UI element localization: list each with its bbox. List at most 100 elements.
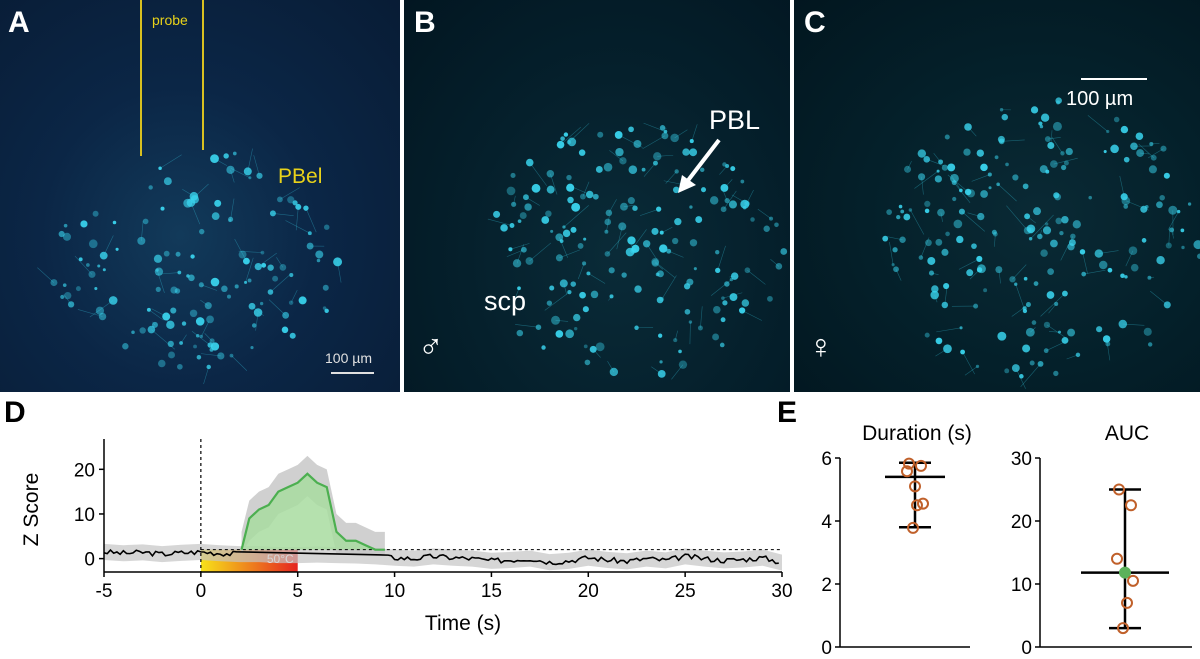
- neuron-cell: [541, 345, 546, 350]
- neuron-fiber: [141, 220, 144, 241]
- neuron-cell: [560, 136, 565, 141]
- neuron-cell: [1102, 335, 1111, 343]
- neuron-fiber: [651, 366, 662, 375]
- neuron-cell: [724, 281, 730, 287]
- neuron-cell: [1054, 301, 1059, 306]
- neuron-fiber: [525, 196, 540, 206]
- neuron-fiber: [1098, 250, 1119, 254]
- neuron-fiber: [200, 299, 209, 306]
- neuron-cell: [994, 155, 999, 160]
- data-point: [909, 480, 921, 493]
- neuron-cell: [1011, 364, 1020, 372]
- neuron-cell: [316, 258, 321, 263]
- neuron-fiber: [933, 152, 941, 163]
- neuron-cell: [566, 174, 572, 181]
- neuron-cell: [1042, 226, 1052, 235]
- neuron-cell: [139, 327, 146, 334]
- neuron-cell: [512, 259, 522, 268]
- neuron-cell: [1149, 141, 1154, 146]
- neuron-fiber: [251, 306, 265, 317]
- neuron-cell: [892, 247, 898, 253]
- neuron-cell: [247, 278, 252, 283]
- neuron-cell: [1123, 156, 1130, 163]
- neuron-fiber: [285, 220, 310, 234]
- neuron-cell: [924, 200, 931, 208]
- neuron-cell: [659, 230, 664, 235]
- neuron-cell: [228, 216, 234, 222]
- neuron-cell: [597, 131, 604, 138]
- neuron-cell: [697, 325, 703, 331]
- neuron-fiber: [1167, 211, 1179, 231]
- neuron-cell: [1009, 276, 1016, 283]
- neuron-cell: [531, 183, 541, 193]
- neuron-cell: [1045, 169, 1050, 174]
- neuron-cell: [210, 277, 220, 287]
- neuron-fiber: [1046, 324, 1066, 338]
- neuron-fiber: [616, 226, 623, 250]
- neuron-fiber: [934, 294, 938, 303]
- neuron-fiber: [175, 290, 178, 293]
- neuron-cell: [1037, 233, 1043, 240]
- neuron-cell: [988, 186, 992, 190]
- neuron-fiber: [997, 184, 1017, 202]
- neuron-cell: [603, 162, 613, 172]
- neuron-fiber: [961, 211, 986, 232]
- neuron-fiber: [37, 267, 55, 283]
- neuron-cell: [168, 351, 176, 359]
- neuron-cell: [976, 255, 983, 262]
- neuron-cell: [98, 312, 107, 321]
- neuron-fiber: [180, 334, 187, 344]
- neuron-cell: [75, 286, 81, 292]
- neuron-cell: [604, 251, 611, 257]
- neuron-cell: [195, 317, 205, 326]
- neuron-cell: [609, 294, 614, 299]
- neuron-fiber: [1048, 303, 1057, 314]
- neuron-cell: [307, 231, 312, 236]
- neuron-cell: [1121, 196, 1131, 206]
- panel-a-micrograph: probe PBel 100 µm A: [0, 0, 400, 392]
- neuron-cell: [924, 208, 930, 214]
- neuron-fiber: [1083, 269, 1106, 275]
- neuron-fiber: [1149, 276, 1155, 278]
- neuron-cell: [590, 290, 599, 299]
- neuron-cell: [229, 353, 234, 358]
- plot-title: AUC: [1105, 422, 1149, 445]
- neuron-cell: [1081, 271, 1087, 277]
- neuron-cell: [567, 137, 577, 147]
- neuron-cell: [1110, 144, 1119, 154]
- neuron-cell: [137, 236, 146, 245]
- neuron-cell: [712, 333, 720, 341]
- neuron-cell: [97, 264, 101, 268]
- neuron-fiber: [623, 204, 635, 207]
- neuron-cell: [226, 165, 235, 174]
- neuron-cell: [177, 363, 183, 370]
- neuron-fiber: [63, 293, 72, 305]
- neuron-cell: [251, 323, 257, 328]
- neuron-cell: [80, 220, 88, 228]
- neuron-fiber: [305, 208, 317, 233]
- neuron-fiber: [723, 191, 728, 201]
- neuron-cell: [571, 202, 581, 212]
- neuron-cell: [211, 212, 220, 221]
- y-tick-label: 6: [821, 449, 832, 470]
- neuron-fiber: [665, 171, 677, 184]
- neuron-cell: [595, 166, 603, 173]
- neuron-cell: [1120, 125, 1129, 134]
- neuron-cell: [684, 308, 691, 315]
- y-tick-label: 10: [74, 505, 95, 526]
- neuron-cell: [551, 315, 561, 325]
- neuron-fiber: [559, 237, 568, 258]
- neuron-cell: [577, 243, 584, 249]
- neuron-fiber: [710, 279, 732, 296]
- neuron-cell: [322, 284, 329, 291]
- neuron-fiber: [230, 198, 235, 220]
- neuron-cell: [333, 257, 343, 267]
- neuron-fiber: [1030, 327, 1036, 333]
- neuron-cell: [582, 261, 587, 266]
- neuron-cell: [146, 307, 151, 312]
- neuron-cell: [254, 262, 262, 271]
- neuron-fiber: [936, 327, 962, 333]
- neuron-cell: [740, 179, 745, 184]
- neuron-cell: [658, 333, 663, 338]
- neuron-cell: [1031, 320, 1037, 325]
